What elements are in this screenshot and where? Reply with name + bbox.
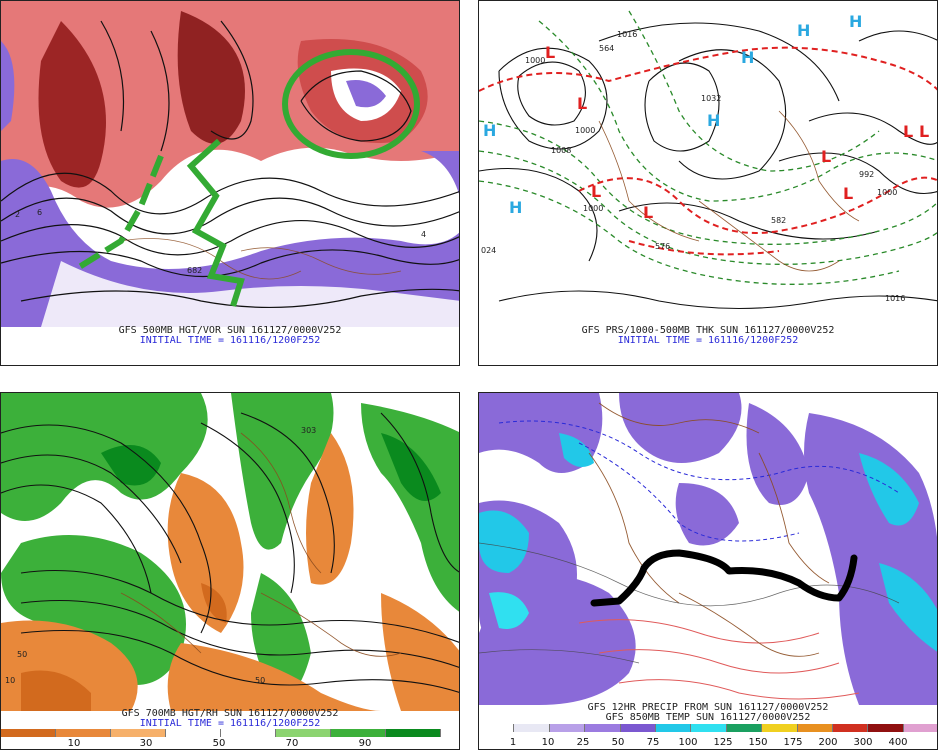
legend-swatch: [655, 724, 692, 732]
low-pressure-icon: L: [591, 182, 601, 201]
low-pressure-icon: L: [577, 94, 587, 113]
contour-label: 10: [5, 676, 15, 685]
legend-swatch: [797, 724, 833, 732]
thickness-label: 564: [599, 44, 614, 53]
legend-swatch: [111, 729, 166, 737]
panel-prs-thickness: H H H H H H L L L L L L L L 1016 1000 10…: [478, 0, 938, 366]
legend-swatch: [620, 724, 656, 732]
legend-tick: 25: [576, 737, 590, 748]
high-pressure-icon: H: [483, 121, 496, 140]
panel-caption: GFS 700MB HGT/RH SUN 161127/0000V252: [121, 708, 339, 719]
legend-swatch: [549, 724, 586, 732]
low-pressure-icon: L: [843, 184, 853, 203]
high-pressure-icon: H: [797, 21, 810, 40]
contour-label: 4: [421, 230, 426, 239]
isobar-label: 992: [859, 170, 874, 179]
legend-tick: 50: [212, 738, 226, 749]
annotation-circle: [282, 49, 420, 159]
annotation-zigzag: [186, 138, 245, 307]
isobar-label: 024: [481, 246, 496, 255]
pressure-map: H H H H H H L L L L L L L L 1016 1000 10…: [479, 1, 937, 327]
vorticity-map: 2 6 682 4: [1, 1, 459, 327]
precip-legend-ticks: 1 10 25 50 75 100 125 150 175 200 300 40…: [479, 737, 937, 749]
isobar-label: 1016: [885, 294, 905, 303]
legend-swatch: [832, 724, 869, 732]
legend-swatch: [691, 724, 727, 732]
legend-swatch: [276, 729, 331, 737]
legend-tick: 50: [611, 737, 625, 748]
contour-label: 682: [187, 266, 202, 275]
panel-caption-temp: GFS 850MB TEMP SUN 161127/0000V252: [605, 712, 811, 723]
high-pressure-icon: H: [509, 198, 522, 217]
legend-swatch: [56, 729, 111, 737]
high-pressure-icon: H: [707, 111, 720, 130]
legend-tick: 75: [646, 737, 660, 748]
panel-caption: GFS PRS/1000-500MB THK SUN 161127/0000V2…: [581, 325, 835, 336]
panel-caption: GFS 500MB HGT/VOR SUN 161127/0000V252: [118, 325, 342, 336]
isobar-label: 1000: [525, 56, 545, 65]
contour-label: 303: [301, 426, 316, 435]
rh-color-legend: [1, 729, 441, 737]
legend-tick: 400: [888, 737, 908, 748]
legend-tick: 100: [678, 737, 698, 748]
legend-swatch: [331, 729, 386, 737]
isobar-label: 1008: [551, 146, 571, 155]
legend-swatch: [514, 724, 550, 732]
precip-color-legend: [479, 724, 937, 732]
isobar-label: 1032: [701, 94, 721, 103]
high-pressure-icon: H: [849, 12, 862, 31]
low-pressure-icon: L: [545, 43, 555, 62]
contour-label: 6: [37, 208, 42, 217]
legend-swatch: [1, 729, 56, 737]
legend-swatch: [386, 729, 441, 737]
panel-initial-time: INITIAL TIME = 161116/1200F252: [139, 335, 321, 346]
panel-initial-time: INITIAL TIME = 161116/1200F252: [139, 718, 321, 729]
contour-label: 50: [17, 650, 27, 659]
isobar-label: 1000: [877, 188, 897, 197]
low-pressure-icon: L: [643, 203, 653, 222]
high-pressure-icon: H: [741, 48, 754, 67]
legend-tick: 300: [853, 737, 873, 748]
legend-swatch: [903, 724, 937, 732]
legend-tick: 200: [818, 737, 838, 748]
legend-swatch: [585, 724, 621, 732]
legend-tick: 10: [541, 737, 555, 748]
legend-tick: 1: [509, 737, 517, 748]
panel-500mb-hgt-vor: 2 6 682 4 GFS 500MB HGT/VOR SUN 161127/0…: [0, 0, 460, 366]
low-pressure-icon: L: [903, 122, 913, 141]
isobar-label: 1000: [575, 126, 595, 135]
legend-tick: 90: [358, 738, 372, 749]
panel-precip-850mb-temp: GFS 12HR PRECIP FROM SUN 161127/0000V252…: [478, 392, 938, 750]
thickness-label: 576: [655, 242, 670, 251]
legend-tick: 175: [783, 737, 803, 748]
legend-swatch: [868, 724, 904, 732]
thickness-label: 582: [771, 216, 786, 225]
isobar-label: 1016: [617, 30, 637, 39]
legend-swatch: [726, 724, 763, 732]
rh-legend-ticks: 10 30 50 70 90: [1, 738, 441, 749]
legend-swatch: [762, 724, 798, 732]
annotation-front-line: [590, 549, 858, 607]
humidity-map: 10 50 50 303: [1, 393, 459, 711]
legend-swatch: [166, 729, 221, 737]
low-pressure-icon: L: [821, 147, 831, 166]
low-pressure-icon: L: [919, 122, 929, 141]
contour-label: 2: [15, 210, 20, 219]
precip-map: [479, 393, 937, 705]
legend-tick: 10: [67, 738, 81, 749]
panel-initial-time: INITIAL TIME = 161116/1200F252: [617, 335, 799, 346]
legend-swatch: [221, 729, 276, 737]
panel-700mb-hgt-rh: 10 50 50 303 GFS 700MB HGT/RH SUN 161127…: [0, 392, 460, 750]
legend-tick: 150: [748, 737, 768, 748]
legend-tick: 30: [139, 738, 153, 749]
legend-tick: 125: [713, 737, 733, 748]
contour-label: 50: [255, 676, 265, 685]
isobar-label: 1000: [583, 204, 603, 213]
legend-swatch: [479, 724, 515, 732]
panel-caption-precip: GFS 12HR PRECIP FROM SUN 161127/0000V252: [587, 702, 829, 713]
annotation-dashed-trough: [74, 154, 164, 272]
legend-tick: 70: [285, 738, 299, 749]
